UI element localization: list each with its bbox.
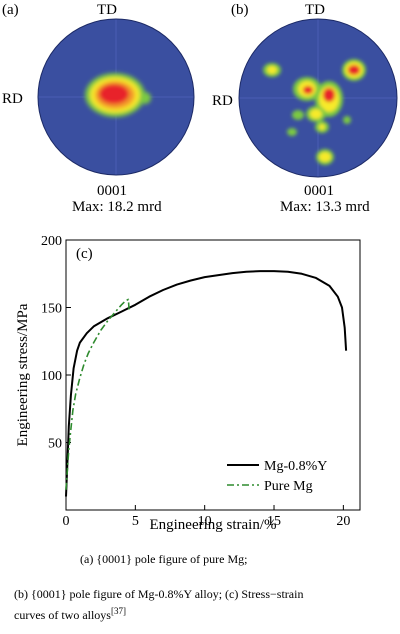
panel-b-label: (b) — [231, 2, 249, 18]
y-tick-label: 200 — [41, 234, 62, 249]
x-axis-label: Engineering strain/% — [149, 517, 276, 533]
caption-reference: [37] — [110, 606, 126, 616]
series-line-pure-mg — [65, 298, 130, 490]
panel-c-label: (c) — [76, 246, 93, 262]
series-line-mg-0.8y — [65, 270, 348, 497]
panel-a-label: (a) — [2, 2, 19, 18]
pole-figure-b — [238, 18, 398, 178]
legend: Mg-0.8%Y Pure Mg — [227, 459, 327, 494]
x-tick-label: 5 — [132, 514, 139, 529]
stress-strain-chart: (c) 0 5 10 15 20 50 100 150 200 Mg-0.8%Y Pure Mg… — [15, 234, 361, 533]
pole-b-intensity — [263, 59, 366, 165]
y-tick-label: 100 — [41, 369, 62, 384]
x-tick-label: 10 — [198, 514, 212, 529]
caption-line-2: (b) {0001} pole figure of Mg-0.8%Y alloy… — [14, 586, 390, 624]
pole-a-rd-label: RD — [2, 91, 23, 107]
pole-a-td-label: TD — [97, 2, 117, 18]
y-axis-label: Engineering stress/MPa — [15, 303, 31, 446]
y-tick-label: 150 — [41, 302, 62, 317]
axis-ticks: 0 5 10 15 20 50 100 150 200 — [41, 234, 350, 529]
legend-label-pure-mg: Pure Mg — [264, 479, 313, 494]
x-tick-label: 15 — [267, 514, 281, 529]
pole-b-max-label: Max: 13.3 mrd — [280, 199, 370, 215]
pole-a-intensity — [85, 73, 151, 117]
pole-a-max-label: Max: 18.2 mrd — [72, 199, 162, 215]
caption-line-2b: curves of two alloys — [14, 608, 111, 622]
series-group — [65, 270, 348, 497]
caption-line-1: (a) {0001} pole figure of pure Mg; — [80, 552, 248, 566]
pole-a-plane-label: 0001 — [97, 183, 127, 199]
legend-label-mg-0.8y: Mg-0.8%Y — [264, 459, 327, 474]
caption-line-2a: (b) {0001} pole figure of Mg-0.8%Y alloy… — [14, 587, 304, 601]
pole-b-td-label: TD — [305, 2, 325, 18]
pole-b-plane-label: 0001 — [304, 183, 334, 199]
y-tick-label: 50 — [48, 437, 62, 452]
pole-b-rd-label: RD — [212, 93, 233, 109]
x-tick-label: 20 — [336, 514, 350, 529]
pole-figure-a — [37, 18, 195, 176]
x-tick-label: 0 — [63, 514, 70, 529]
